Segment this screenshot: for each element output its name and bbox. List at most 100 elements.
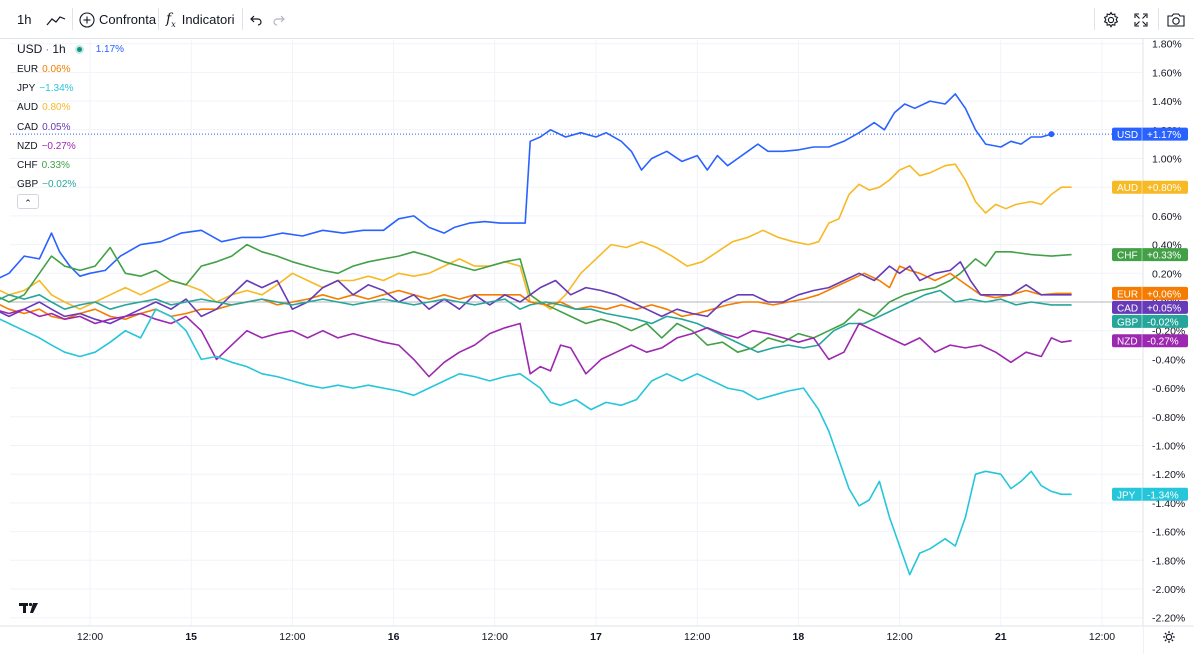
series-line-chf: [0, 243, 1072, 354]
interval-button[interactable]: 1h: [17, 0, 31, 39]
legend-symbol: USD: [17, 42, 43, 56]
legend-interval: 1h: [52, 42, 66, 56]
series-label-bg: [1112, 300, 1188, 314]
undo-button[interactable]: [249, 0, 263, 39]
chevron-up-icon: ⌃: [24, 198, 32, 208]
series-label-value: +0.80%: [1147, 183, 1181, 194]
legend-item-name: EUR: [17, 64, 39, 76]
tv-logo-icon: [19, 602, 38, 613]
legend-item-nzd[interactable]: NZD −0.27%: [17, 137, 124, 156]
legend-item-aud[interactable]: AUD 0.80%: [17, 98, 124, 117]
compare-label: Confronta: [99, 12, 157, 27]
legend-item-value: 0.80%: [42, 102, 71, 114]
series-label-bg: [1112, 286, 1188, 300]
legend-main-value: 1.17%: [95, 43, 125, 55]
chart-series: [0, 93, 1072, 576]
fullscreen-icon: [1134, 12, 1148, 27]
toolbar-divider: [1094, 8, 1095, 30]
legend-item-name: CHF: [17, 160, 38, 172]
series-label-chf: CHF +0.33%: [1112, 248, 1188, 262]
legend-item-chf[interactable]: CHF 0.33%: [17, 156, 124, 175]
comparison-chart[interactable]: 1.80%1.60%1.40%1.20%1.00%0.80%0.60%0.40%…: [0, 39, 1194, 654]
series-line-aud: [0, 163, 1072, 311]
series-label-aud: AUD +0.80%: [1112, 180, 1188, 194]
line-chart-icon: [46, 15, 66, 25]
y-tick-label: 1.60%: [1152, 67, 1182, 79]
legend-item-eur[interactable]: EUR 0.06%: [17, 60, 124, 79]
legend-item-value: −1.34%: [39, 83, 74, 95]
series-label-jpy: JPY -1.34%: [1112, 487, 1188, 501]
legend-item-jpy[interactable]: JPY −1.34%: [17, 79, 124, 98]
series-label-value: -1.34%: [1147, 490, 1179, 501]
legend-item-gbp[interactable]: GBP −0.02%: [17, 175, 124, 194]
legend-series-list: EUR 0.06% JPY −1.34% AUD 0.80% CAD 0.05% NZD −0.2…: [17, 60, 124, 194]
series-label-bg: [1112, 127, 1188, 141]
series-label-eur: EUR +0.06%: [1112, 286, 1188, 300]
legend-item-name: CAD: [17, 121, 39, 133]
gear-icon: [1103, 10, 1119, 28]
time-axis-bg: [0, 626, 1143, 654]
toolbar-divider: [72, 8, 73, 30]
y-tick-label: -1.60%: [1152, 527, 1185, 539]
legend-main-row[interactable]: USD · 1h 1.17%: [17, 40, 124, 58]
series-line-nzd: [0, 308, 1072, 378]
series-label-value: +0.05%: [1147, 303, 1181, 314]
redo-icon: [273, 15, 285, 26]
y-tick-label: -0.60%: [1152, 383, 1185, 395]
market-status-icon: [74, 44, 84, 54]
chart-type-button[interactable]: [46, 0, 66, 39]
series-label-value: -0.02%: [1147, 317, 1179, 328]
compare-button[interactable]: Confronta: [79, 0, 156, 39]
x-tick-label: 15: [185, 631, 197, 643]
interval-label: 1h: [17, 12, 32, 27]
settings-button[interactable]: [1102, 0, 1120, 39]
y-tick-label: -1.00%: [1152, 441, 1185, 453]
toolbar-divider: [242, 8, 243, 30]
series-label-bg: [1112, 248, 1188, 262]
top-toolbar: 1h Confronta fx Indicatori: [0, 0, 1194, 39]
fullscreen-button[interactable]: [1133, 0, 1149, 39]
series-label-name: AUD: [1117, 183, 1138, 194]
series-label-bg: [1112, 314, 1188, 328]
x-tick-label: 12:00: [279, 631, 305, 643]
y-tick-label: 1.00%: [1152, 154, 1182, 166]
redo-button[interactable]: [272, 0, 286, 39]
indicators-button[interactable]: fx Indicatori: [166, 0, 234, 39]
toolbar-divider: [1158, 8, 1159, 30]
y-tick-label: -2.00%: [1152, 584, 1185, 596]
series-label-name: NZD: [1117, 337, 1138, 348]
x-tick-label: 12:00: [1089, 631, 1115, 643]
x-tick-label: 17: [590, 631, 602, 643]
legend-item-value: −0.27%: [41, 140, 76, 152]
legend-item-name: AUD: [17, 102, 39, 114]
legend-item-value: −0.02%: [42, 179, 77, 191]
x-tick-label: 12:00: [886, 631, 912, 643]
legend-item-cad[interactable]: CAD 0.05%: [17, 118, 124, 137]
chart-grid: [10, 40, 1143, 626]
series-label-bg: [1112, 487, 1188, 501]
legend-collapse-button[interactable]: ⌃: [17, 194, 39, 209]
toolbar-divider: [158, 8, 159, 30]
legend-item-value: 0.33%: [41, 160, 70, 172]
series-label-name: USD: [1117, 130, 1138, 141]
series-line-cad: [0, 260, 1072, 325]
legend-item-value: 0.05%: [42, 121, 71, 133]
y-tick-label: 1.80%: [1152, 39, 1182, 51]
axis-settings-icon: [1163, 631, 1175, 643]
last-price-line: [10, 131, 1143, 138]
snapshot-button[interactable]: [1166, 0, 1186, 39]
undo-icon: [250, 15, 262, 26]
series-label-gbp: GBP -0.02%: [1112, 314, 1188, 328]
legend-item-name: NZD: [17, 140, 38, 152]
y-tick-label: 1.40%: [1152, 96, 1182, 108]
y-tick-label: 0.20%: [1152, 268, 1182, 280]
series-label-cad: CAD +0.05%: [1112, 300, 1188, 314]
y-tick-label: 0.60%: [1152, 211, 1182, 223]
y-tick-label: -1.40%: [1152, 498, 1185, 510]
series-label-value: -0.27%: [1147, 337, 1179, 348]
series-value-labels: USD +1.17% AUD +0.80% CHF +0.33% EUR +0.06% CAD +…: [1112, 127, 1188, 501]
series-label-nzd: NZD -0.27%: [1112, 334, 1188, 348]
y-tick-label: -0.80%: [1152, 412, 1185, 424]
x-tick-label: 12:00: [482, 631, 508, 643]
tradingview-logo[interactable]: [18, 600, 40, 616]
